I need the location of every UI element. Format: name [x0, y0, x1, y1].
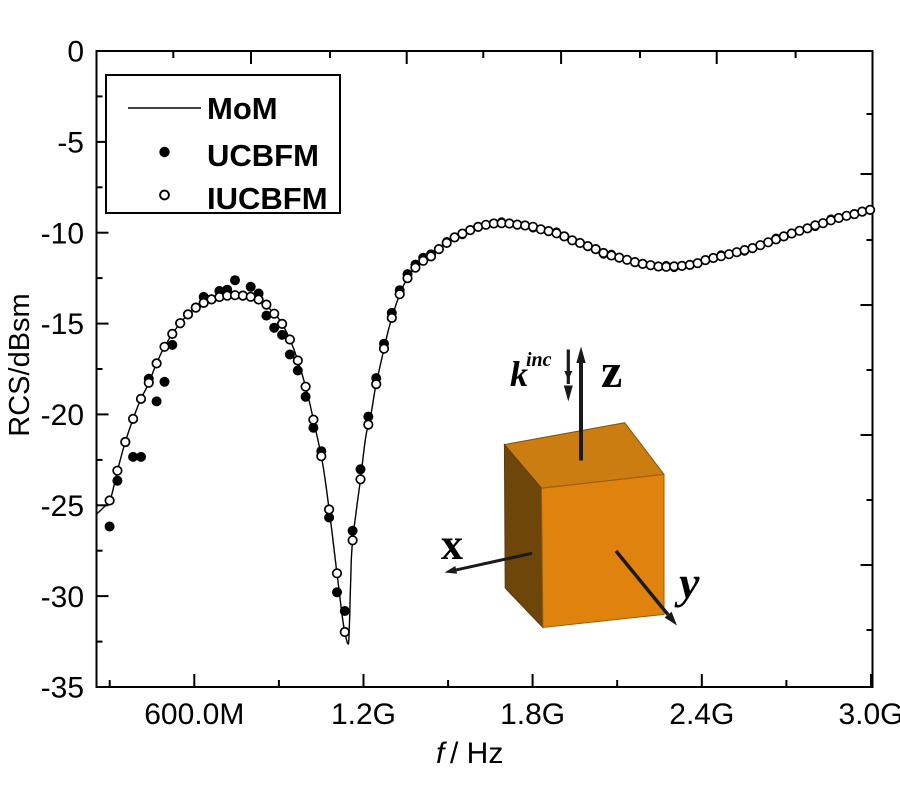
svg-text:-10: -10: [41, 217, 84, 250]
svg-text:-15: -15: [41, 308, 84, 341]
svg-text:-20: -20: [41, 399, 84, 432]
svg-text:inc: inc: [526, 349, 552, 371]
svg-text:f: f: [436, 737, 447, 770]
svg-text:-35: -35: [41, 672, 84, 705]
svg-text:y: y: [674, 557, 700, 608]
svg-text:RCS/dBsm: RCS/dBsm: [4, 293, 36, 436]
svg-text:MoM: MoM: [207, 91, 278, 126]
svg-text:UCBFM: UCBFM: [207, 138, 319, 173]
svg-text:IUCBFM: IUCBFM: [207, 181, 328, 216]
svg-text:3.0G: 3.0G: [838, 698, 900, 731]
svg-text:0: 0: [67, 36, 84, 69]
svg-text:-5: -5: [57, 126, 84, 159]
svg-text:-25: -25: [41, 490, 84, 523]
svg-text:-30: -30: [41, 581, 84, 614]
svg-text:600.0M: 600.0M: [144, 698, 244, 731]
svg-text:z: z: [601, 345, 622, 398]
svg-text:x: x: [441, 520, 463, 569]
svg-text:1.2G: 1.2G: [331, 698, 396, 731]
svg-text:k: k: [510, 354, 528, 394]
svg-text:1.8G: 1.8G: [500, 698, 565, 731]
svg-text:2.4G: 2.4G: [669, 698, 734, 731]
svg-text:/ Hz: / Hz: [450, 737, 503, 770]
